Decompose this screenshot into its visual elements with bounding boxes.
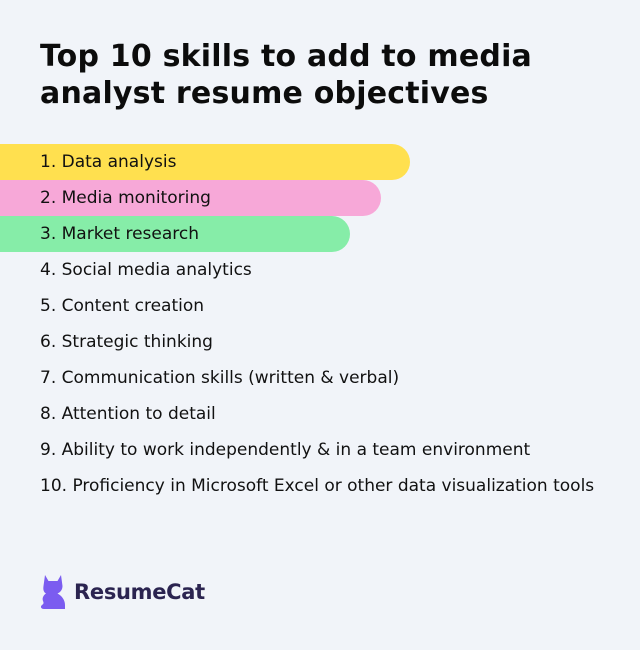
brand-name: ResumeCat <box>74 580 205 604</box>
skill-item-8: 8. Attention to detail <box>0 396 640 432</box>
skill-label: 8. Attention to detail <box>40 404 216 424</box>
skill-item-6: 6. Strategic thinking <box>0 324 640 360</box>
skill-label: 2. Media monitoring <box>40 188 211 208</box>
skill-item-4: 4. Social media analytics <box>0 252 640 288</box>
highlight-bar <box>0 180 381 216</box>
page-title: Top 10 skills to add to media analyst re… <box>40 39 532 111</box>
brand-logo: ResumeCat <box>38 570 205 614</box>
skill-item-2: 2. Media monitoring <box>0 180 640 216</box>
skill-item-1: 1. Data analysis <box>0 144 640 180</box>
skills-list: 1. Data analysis 2. Media monitoring 3. … <box>0 144 640 500</box>
skill-item-5: 5. Content creation <box>0 288 640 324</box>
skill-label: 6. Strategic thinking <box>40 332 213 352</box>
skill-label: 3. Market research <box>40 224 200 244</box>
skill-item-10: 10. Proficiency in Microsoft Excel or ot… <box>0 468 640 500</box>
skill-item-9: 9. Ability to work independently & in a … <box>0 432 640 468</box>
skill-label: 10. Proficiency in Microsoft Excel or ot… <box>40 476 595 496</box>
cat-icon <box>40 575 65 609</box>
skill-label: 7. Communication skills (written & verba… <box>40 368 400 388</box>
skill-label: 9. Ability to work independently & in a … <box>40 440 531 460</box>
skill-label: 5. Content creation <box>40 296 205 316</box>
skill-label: 4. Social media analytics <box>40 260 252 280</box>
skill-label: 1. Data analysis <box>40 152 177 172</box>
highlight-bar <box>0 144 410 180</box>
skill-item-3: 3. Market research <box>0 216 640 252</box>
highlight-bar <box>0 216 351 252</box>
skill-item-7: 7. Communication skills (written & verba… <box>0 360 640 396</box>
